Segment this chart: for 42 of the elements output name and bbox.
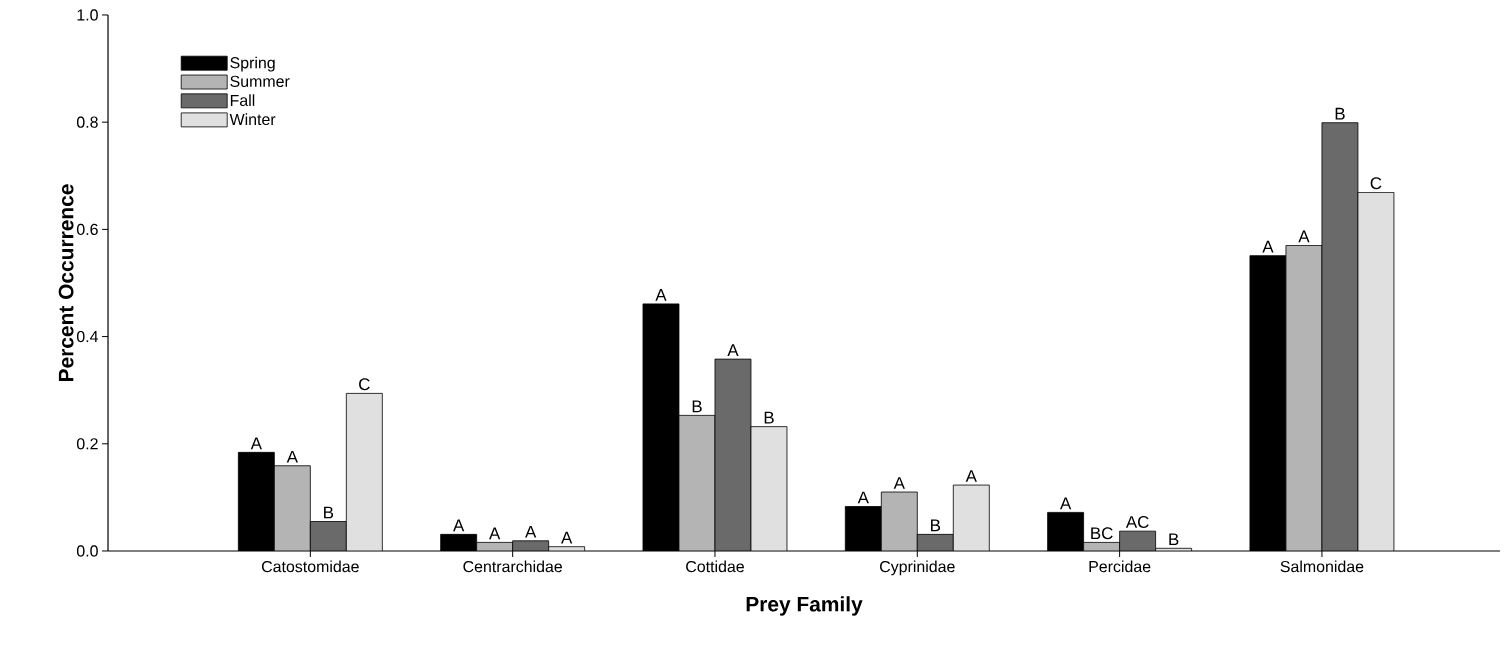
data-label: A <box>525 525 537 538</box>
y-tick-label: 1.0 <box>77 9 98 21</box>
data-label: AC <box>1125 515 1149 528</box>
y-tick-label: 0.0 <box>76 545 98 557</box>
data-label: A <box>561 531 573 544</box>
data-label: A <box>250 437 262 450</box>
data-label: A <box>893 477 905 489</box>
y-tick-label: 0.8 <box>76 116 98 128</box>
x-tick-label: Centrarchidae <box>463 560 562 573</box>
y-tick-label: 0.6 <box>76 223 98 236</box>
legend-label: Summer <box>230 75 290 88</box>
data-label: B <box>1169 533 1179 546</box>
data-label: B <box>931 519 941 532</box>
data-label: B <box>764 411 774 424</box>
data-label: A <box>727 344 739 356</box>
data-label: C <box>359 378 370 391</box>
y-axis-title: Percent Occurrence <box>58 184 74 382</box>
data-label: BC <box>1091 527 1113 540</box>
legend-label: Fall <box>230 94 255 107</box>
data-label: A <box>857 491 869 504</box>
data-label: B <box>324 506 334 519</box>
data-label: A <box>489 527 501 540</box>
data-label: A <box>1298 230 1310 243</box>
x-tick-label: Salmonidae <box>1280 560 1364 573</box>
x-tick-label: Cyprinidae <box>880 560 955 576</box>
x-tick-label: Percidae <box>1089 560 1151 573</box>
y-tick-label: 0.4 <box>76 330 99 343</box>
data-label: A <box>286 450 298 463</box>
data-label: A <box>965 470 977 482</box>
data-label: A <box>655 289 667 301</box>
data-label: B <box>692 400 702 413</box>
data-label: A <box>453 519 465 532</box>
x-tick-label: Catostomidae <box>261 560 359 573</box>
data-label: C <box>1370 177 1382 190</box>
data-label: B <box>1335 107 1345 120</box>
data-label: A <box>1060 497 1072 510</box>
legend-label: Spring <box>230 56 275 72</box>
y-tick-label: 0.2 <box>76 438 98 450</box>
legend-label: Winter <box>229 113 276 126</box>
x-tick-label: Cottidae <box>686 560 744 573</box>
x-axis-title: Prey Family <box>746 596 863 616</box>
data-label: A <box>1262 240 1274 253</box>
